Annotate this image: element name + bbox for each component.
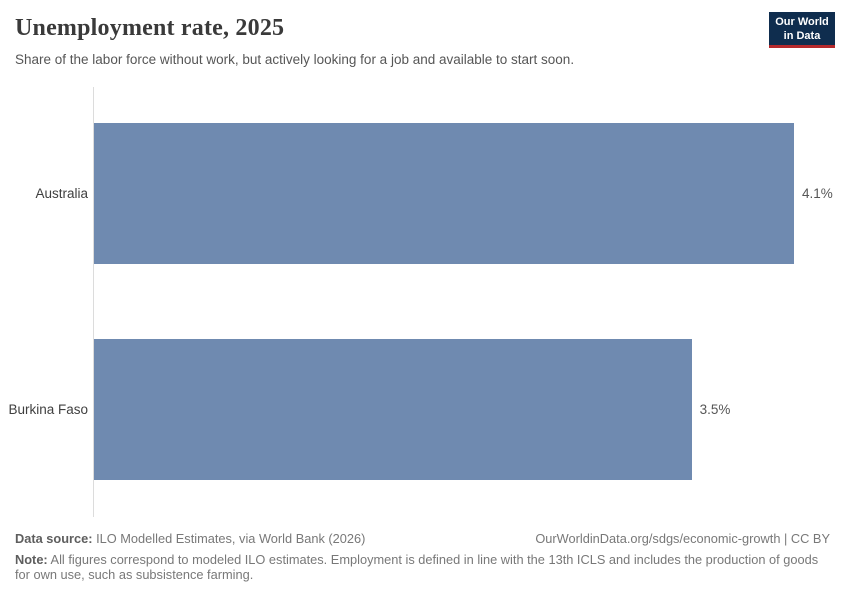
bar-australia xyxy=(94,123,794,264)
y-axis-line xyxy=(93,87,94,517)
data-source-label: Data source: xyxy=(15,531,93,546)
data-source-text: ILO Modelled Estimates, via World Bank (… xyxy=(92,531,366,546)
bar-chart: Australia 4.1% Burkina Faso 3.5% xyxy=(0,87,850,517)
chart-subtitle: Share of the labor force without work, b… xyxy=(15,52,575,67)
note-label: Note: xyxy=(15,551,48,567)
owid-url-link[interactable]: OurWorldinData.org/sdgs/economic-growth … xyxy=(535,531,830,546)
bar-row-burkina-faso: Burkina Faso 3.5% xyxy=(0,339,850,480)
entity-label: Australia xyxy=(35,186,88,201)
bar-burkina-faso xyxy=(94,339,692,480)
owid-logo-line1: Our World xyxy=(775,16,829,28)
chart-footer: Data source: ILO Modelled Estimates, via… xyxy=(15,531,830,583)
bar-row-australia: Australia 4.1% xyxy=(0,123,850,264)
bar-rows: Australia 4.1% Burkina Faso 3.5% xyxy=(0,123,850,480)
footer-source-line: Data source: ILO Modelled Estimates, via… xyxy=(15,531,830,547)
entity-label: Burkina Faso xyxy=(8,402,88,417)
owid-logo[interactable]: Our World in Data xyxy=(769,12,835,48)
data-source: Data source: ILO Modelled Estimates, via… xyxy=(15,531,365,547)
chart-title: Unemployment rate, 2025 xyxy=(15,15,285,41)
value-label: 4.1% xyxy=(802,186,833,201)
owid-logo-line2: in Data xyxy=(783,30,821,43)
footer-note: Note: All figures correspond to modeled … xyxy=(15,552,830,583)
note-text: All figures correspond to modeled ILO es… xyxy=(15,551,819,583)
value-label: 3.5% xyxy=(699,402,731,417)
